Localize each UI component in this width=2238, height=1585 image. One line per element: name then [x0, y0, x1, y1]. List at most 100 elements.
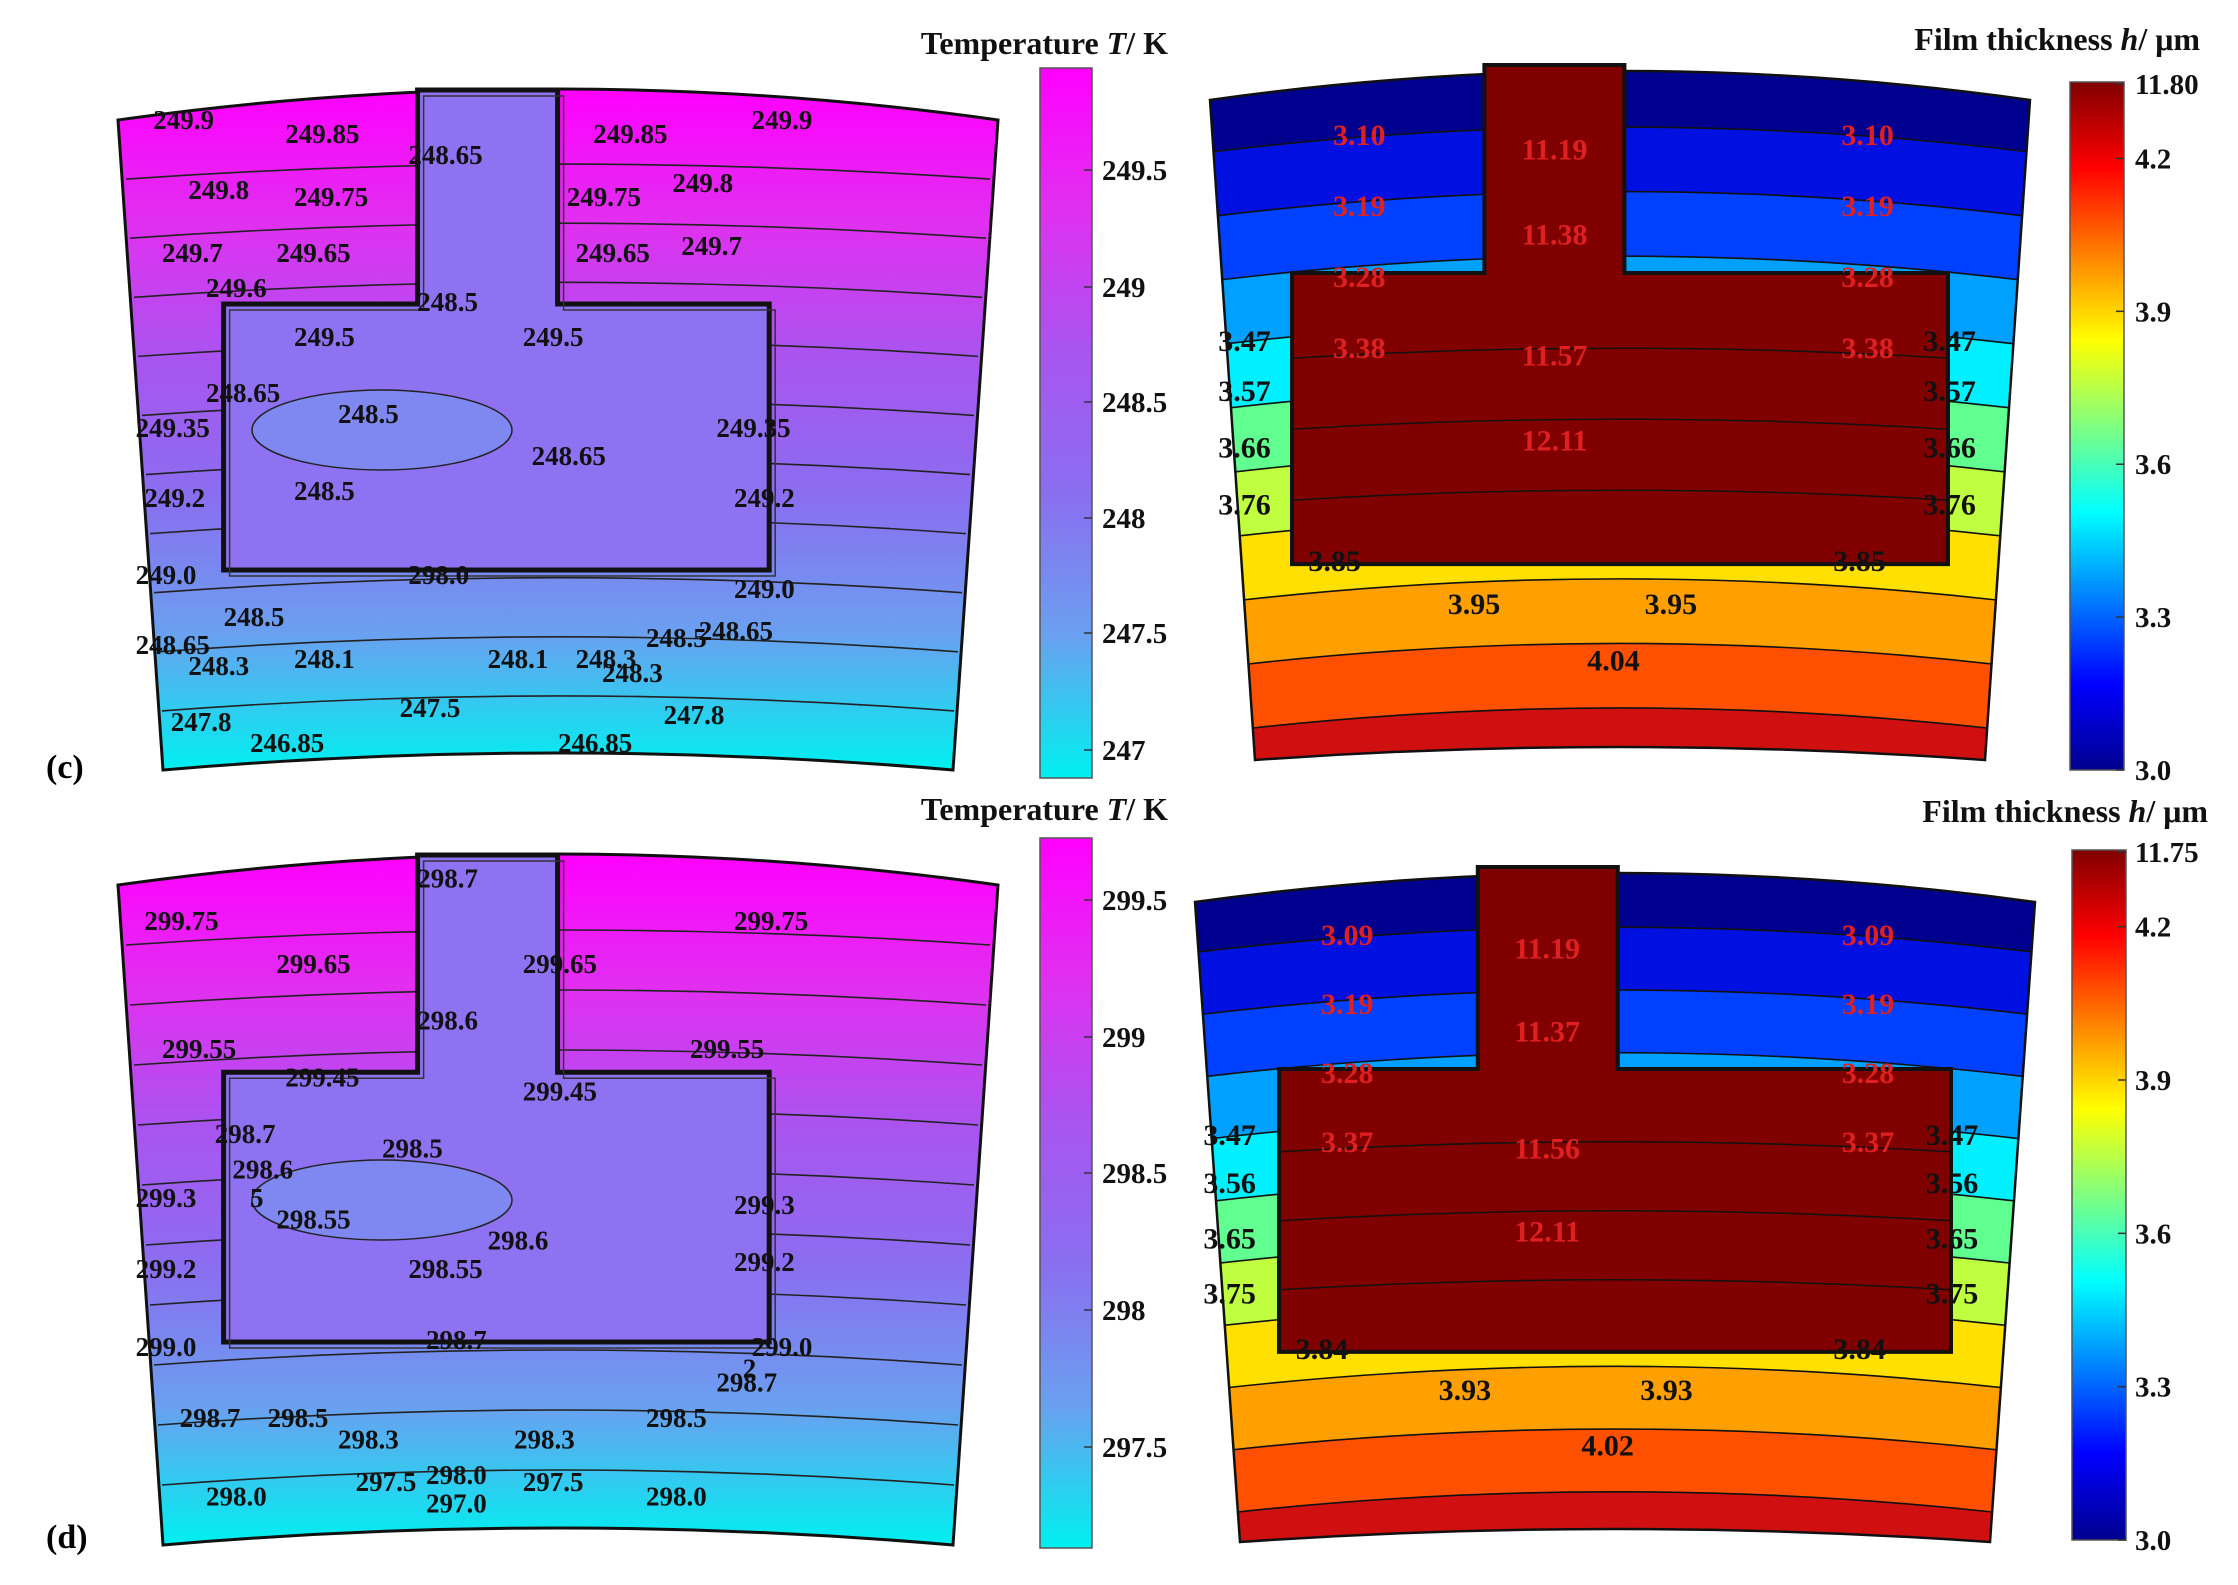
film-band-label: 3.56	[1926, 1167, 1979, 1200]
chart-d-film-thickness: 3.09 3.09 3.19 3.19 3.28 3.28 3.37 3.37 3.47 3.47…	[1193, 793, 2208, 1557]
contour-label: 249.2	[144, 483, 205, 513]
film-band-label: 3.84	[1833, 1333, 1886, 1366]
contour-label: 247.8	[664, 700, 725, 730]
film-outline	[1193, 871, 2037, 1544]
film-band-label: 3.28	[1333, 261, 1386, 294]
film-band-label: 3.93	[1640, 1374, 1693, 1407]
colorbar-tick-label: 248	[1102, 503, 1146, 535]
contour-label: 249.35	[716, 413, 790, 443]
colorbar-title-unit: / K	[1125, 25, 1168, 61]
film-band-label: 3.47	[1218, 325, 1271, 358]
colorbar-title-main: Film thickness	[1922, 793, 2128, 829]
colorbar-title-main: Temperature	[921, 25, 1107, 61]
contour-label: 248.1	[294, 644, 355, 674]
contour-label: 248.65	[408, 140, 482, 170]
contour-label: 248.1	[488, 644, 549, 674]
contour-label: 298.5	[646, 1403, 707, 1433]
contour-label: 249.9	[752, 105, 813, 135]
contour-label: 298.7	[417, 864, 478, 894]
film-band-label: 3.19	[1842, 988, 1895, 1021]
pocket-contour	[1291, 489, 1949, 501]
contour-line	[153, 1349, 963, 1366]
film-band-label: 3.28	[1321, 1057, 1374, 1090]
colorbar-tick-label: 3.0	[2135, 755, 2171, 787]
contour-line	[157, 1409, 959, 1426]
colorbar-title: Temperature T/ K	[921, 25, 1168, 61]
contour-label: 249.5	[523, 322, 584, 352]
contour-label: 248.5	[224, 602, 285, 632]
pocket-contour	[1278, 1210, 1952, 1222]
contour-label: 299.55	[162, 1034, 236, 1064]
contour-label: 248.65	[532, 441, 606, 471]
film-pocket-label: 11.19	[1522, 133, 1588, 166]
contour-label: 298.0	[646, 1481, 707, 1511]
colorbar-tick-label: 3.6	[2135, 1218, 2171, 1250]
contour-label: 298.55	[276, 1204, 350, 1234]
colorbar-tick-label: 3.9	[2135, 1065, 2171, 1097]
contour-label: 249.65	[576, 238, 650, 268]
contour-label: 298.5	[382, 1133, 443, 1163]
film-pocket-label: 11.37	[1514, 1015, 1580, 1048]
pocket-contour	[1291, 347, 1949, 359]
colorbar-tick-label: 3.3	[2135, 602, 2171, 634]
contour-label: 299.55	[690, 1034, 764, 1064]
contour-label: 248.65	[699, 616, 773, 646]
colorbar-title-unit: / μm	[2137, 21, 2200, 57]
colorbar-tick-label: 11.80	[2135, 69, 2199, 101]
contour-label: 248.5	[294, 476, 355, 506]
contour-line	[153, 576, 963, 594]
contour-label: 298.3	[338, 1425, 399, 1455]
film-band-label: 3.28	[1842, 1057, 1895, 1090]
film-band-label: 3.37	[1321, 1126, 1374, 1159]
colorbar-title: Film thickness h/ μm	[1922, 793, 2208, 829]
film-band-label: 3.85	[1833, 545, 1886, 578]
contour-label: 248.5	[338, 399, 399, 429]
colorbar	[2071, 849, 2127, 1541]
film-band-label: 3.93	[1439, 1374, 1492, 1407]
chart-c-film-thickness: 3.10 3.10 3.19 3.19 3.28 3.28 3.38 3.38 3.47 3.47…	[1208, 21, 2200, 787]
colorbar	[2069, 81, 2125, 771]
contour-label: 298.6	[417, 1006, 478, 1036]
contour-label: 299.2	[734, 1247, 795, 1277]
film-band-label: 3.19	[1841, 190, 1894, 223]
film-band-label: 3.95	[1645, 588, 1698, 621]
film-band-label: 3.19	[1333, 190, 1386, 223]
colorbar-tick-label: 298	[1102, 1295, 1146, 1327]
contour-label: 247.8	[171, 707, 232, 737]
film-band-label: 3.75	[1203, 1278, 1256, 1311]
contour-label: 248.65	[136, 630, 210, 660]
colorbar	[1039, 837, 1093, 1549]
contour-label: 299.0	[752, 1332, 813, 1362]
film-pocket-label: 12.11	[1514, 1216, 1580, 1249]
contour-label: 299.3	[136, 1183, 197, 1213]
contour-label: 249.85	[593, 119, 667, 149]
colorbar-tick-label: 3.3	[2135, 1372, 2171, 1404]
film-band-label: 3.66	[1218, 432, 1271, 465]
chart-c-temperature: 249.9 249.85 248.65 249.85 249.9 249.8 249.75 2…	[116, 25, 1168, 779]
colorbar-tick-label: 249.5	[1102, 155, 1167, 187]
colorbar-title-symbol: T	[1107, 25, 1128, 61]
colorbar-title-symbol: h	[2121, 21, 2139, 57]
colorbar-tick-label: 11.75	[2135, 837, 2199, 869]
contour-label: 249.85	[285, 119, 359, 149]
colorbar-tick-label: 247.5	[1102, 618, 1167, 650]
colorbar-tick-label: 249	[1102, 272, 1146, 304]
contour-label: 299.3	[734, 1190, 795, 1220]
film-pocket	[1290, 63, 1950, 567]
film-band-label: 3.09	[1842, 919, 1895, 952]
pocket-inner-outline	[228, 95, 776, 577]
film-band-label: 3.75	[1926, 1278, 1979, 1311]
contour-label: 249.5	[294, 322, 355, 352]
colorbar-title-symbol: h	[2129, 793, 2147, 829]
contour-line	[161, 1469, 955, 1486]
colorbar-tick-label: 3.9	[2135, 296, 2171, 328]
film-band-label: 3.76	[1923, 488, 1976, 521]
colorbar-title-unit: / μm	[2145, 793, 2208, 829]
film-band-label: 3.56	[1203, 1167, 1256, 1200]
colorbar-tick-label: 3.6	[2135, 449, 2171, 481]
contour-label: 298.7	[215, 1119, 276, 1149]
pocket-contour	[1278, 1279, 1952, 1291]
contour-label: 249.0	[136, 560, 197, 590]
contour-label: 248.3	[188, 651, 249, 681]
